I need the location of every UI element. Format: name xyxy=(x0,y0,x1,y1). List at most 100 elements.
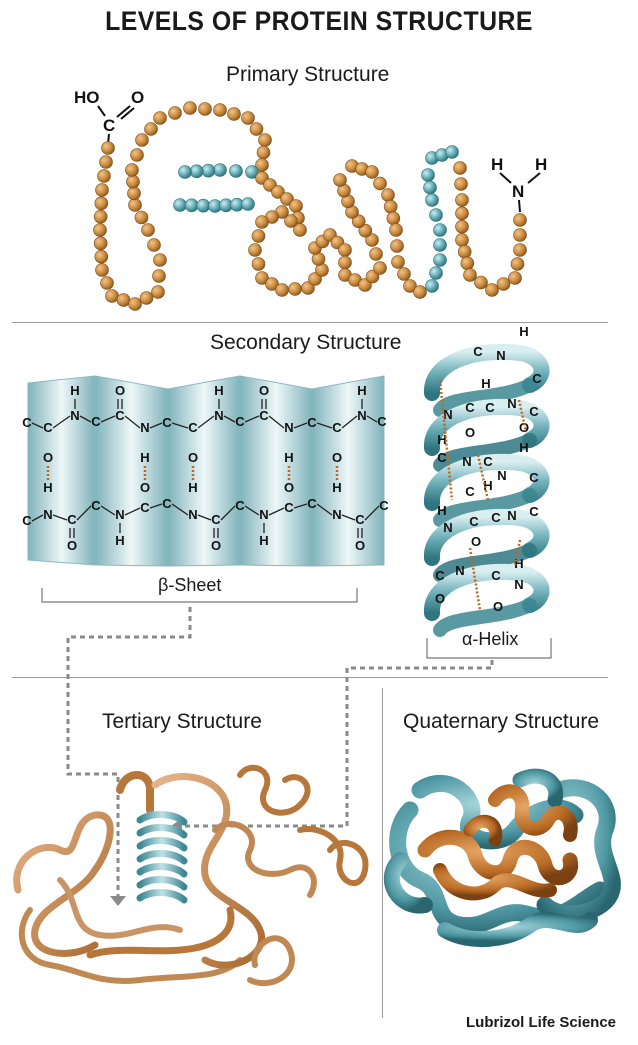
amino-acid-bead xyxy=(95,183,109,197)
covalent-bond xyxy=(171,503,189,516)
atom-c-label: C xyxy=(235,498,245,513)
amino-acid-bead xyxy=(93,209,108,224)
amino-acid-bead xyxy=(284,214,298,228)
helix-hydrogen-bond xyxy=(468,547,482,611)
amino-acid-bead-highlight xyxy=(245,165,259,179)
atom-c-label: C xyxy=(140,500,150,515)
amino-acid-bead xyxy=(135,133,149,147)
tertiary-helix-turn xyxy=(136,876,188,891)
amino-acid-bead xyxy=(93,236,108,251)
covalent-bond xyxy=(100,505,116,516)
helix-atom-o-label: O xyxy=(471,534,481,549)
atom-c-label: C xyxy=(307,496,317,511)
helix-atom-c-label: C xyxy=(529,504,539,519)
helix-atom-c-label: C xyxy=(491,510,501,525)
covalent-bond xyxy=(79,415,92,423)
amino-acid-bead xyxy=(373,261,387,275)
tertiary-helix-turn xyxy=(136,824,188,839)
atom-o-label: O xyxy=(140,480,150,495)
amino-acid-bead-highlight xyxy=(425,279,439,293)
helix-atom-n-label: N xyxy=(507,508,516,523)
helix-turn xyxy=(424,343,550,401)
helix-back-turn xyxy=(433,488,537,527)
helix-atom-c-label: C xyxy=(469,514,479,529)
covalent-bond xyxy=(268,507,285,516)
covalent-bond xyxy=(31,422,44,429)
atom-n-label: N xyxy=(214,408,223,423)
covalent-bond xyxy=(124,415,141,429)
amino-acid-bead xyxy=(168,106,182,120)
amino-acid-bead xyxy=(125,163,139,177)
covalent-bond xyxy=(366,415,378,423)
amino-acid-bead-highlight xyxy=(241,197,255,211)
page-title: LEVELS OF PROTEIN STRUCTURE xyxy=(105,6,533,36)
helix-atom-c-label: C xyxy=(532,371,542,386)
carboxyl-o-label: O xyxy=(131,88,144,107)
atom-o-label: O xyxy=(284,480,294,495)
atom-o-label: O xyxy=(211,538,221,553)
alpha-helix-connector xyxy=(180,660,494,828)
amino-acid-bead-highlight xyxy=(429,208,443,222)
atom-c-label: C xyxy=(162,415,172,430)
tertiary-helix-turn xyxy=(136,863,188,878)
beta-sheet-bracket xyxy=(41,588,358,603)
helix-atom-o-label: O xyxy=(435,591,445,606)
tertiary-helix-turn xyxy=(136,811,188,826)
alpha-helix-bracket xyxy=(426,638,552,659)
amino-acid-bead xyxy=(455,193,469,207)
helix-atom-n-label: N xyxy=(462,454,471,469)
amino-acid-bead xyxy=(455,206,469,221)
helix-turn xyxy=(424,563,550,621)
amino-acid-bead xyxy=(301,281,315,295)
helix-atom-h-label: H xyxy=(437,503,446,518)
atom-c-label: C xyxy=(22,415,32,430)
atom-c-label: C xyxy=(162,496,172,511)
atom-h-label: H xyxy=(188,480,197,495)
atom-c-label: C xyxy=(22,513,32,528)
helix-atom-c-label: C xyxy=(435,568,445,583)
divider-tertiary-quaternary xyxy=(382,688,383,1018)
covalent-bond xyxy=(197,514,212,521)
atom-n-label: N xyxy=(284,420,293,435)
amino-acid-bead xyxy=(251,257,266,271)
atom-h-label: H xyxy=(140,450,149,465)
helix-atom-c-label: C xyxy=(437,450,447,465)
amino-acid-bead xyxy=(95,263,109,277)
atom-c-label: C xyxy=(211,512,221,527)
amino-acid-bead xyxy=(227,107,241,121)
amino-acid-bead xyxy=(365,165,379,179)
amino-acid-bead xyxy=(390,239,404,253)
atom-c-label: C xyxy=(91,414,101,429)
atom-c-label: C xyxy=(115,408,125,423)
helix-back-turn xyxy=(433,378,537,417)
covalent-bond xyxy=(220,505,236,521)
helix-atom-c-label: C xyxy=(465,484,475,499)
helix-turn xyxy=(424,508,550,566)
amino-acid-bead xyxy=(508,271,522,285)
beta-sheet-label: β-Sheet xyxy=(154,575,226,596)
alpha-helix-ribbon xyxy=(424,343,550,637)
helix-atom-h-label: H xyxy=(519,440,528,455)
amino-acid-bead xyxy=(403,279,417,293)
amino-acid-bead xyxy=(373,176,387,191)
amino-acid-bead xyxy=(397,267,411,281)
tertiary-structure-title: Tertiary Structure xyxy=(102,710,262,733)
helix-atom-c-label: C xyxy=(491,568,501,583)
atom-c-label: C xyxy=(91,498,101,513)
atom-n-label: N xyxy=(357,408,366,423)
atom-h-label: H xyxy=(332,480,341,495)
helix-hydrogen-bond xyxy=(513,539,522,566)
helix-atom-h-label: H xyxy=(514,556,523,571)
amino-acid-bead xyxy=(271,185,285,199)
amino-acid-bead xyxy=(513,243,527,257)
amino-acid-bead xyxy=(128,297,142,311)
atom-c-label: C xyxy=(67,512,77,527)
atom-n-label: N xyxy=(259,507,268,522)
amino-acid-bead xyxy=(151,285,165,299)
helix-atom-c-label: C xyxy=(465,400,475,415)
amino-acid-bead xyxy=(94,249,109,264)
helix-atom-c-label: C xyxy=(485,400,495,415)
atom-n-label: N xyxy=(43,507,52,522)
